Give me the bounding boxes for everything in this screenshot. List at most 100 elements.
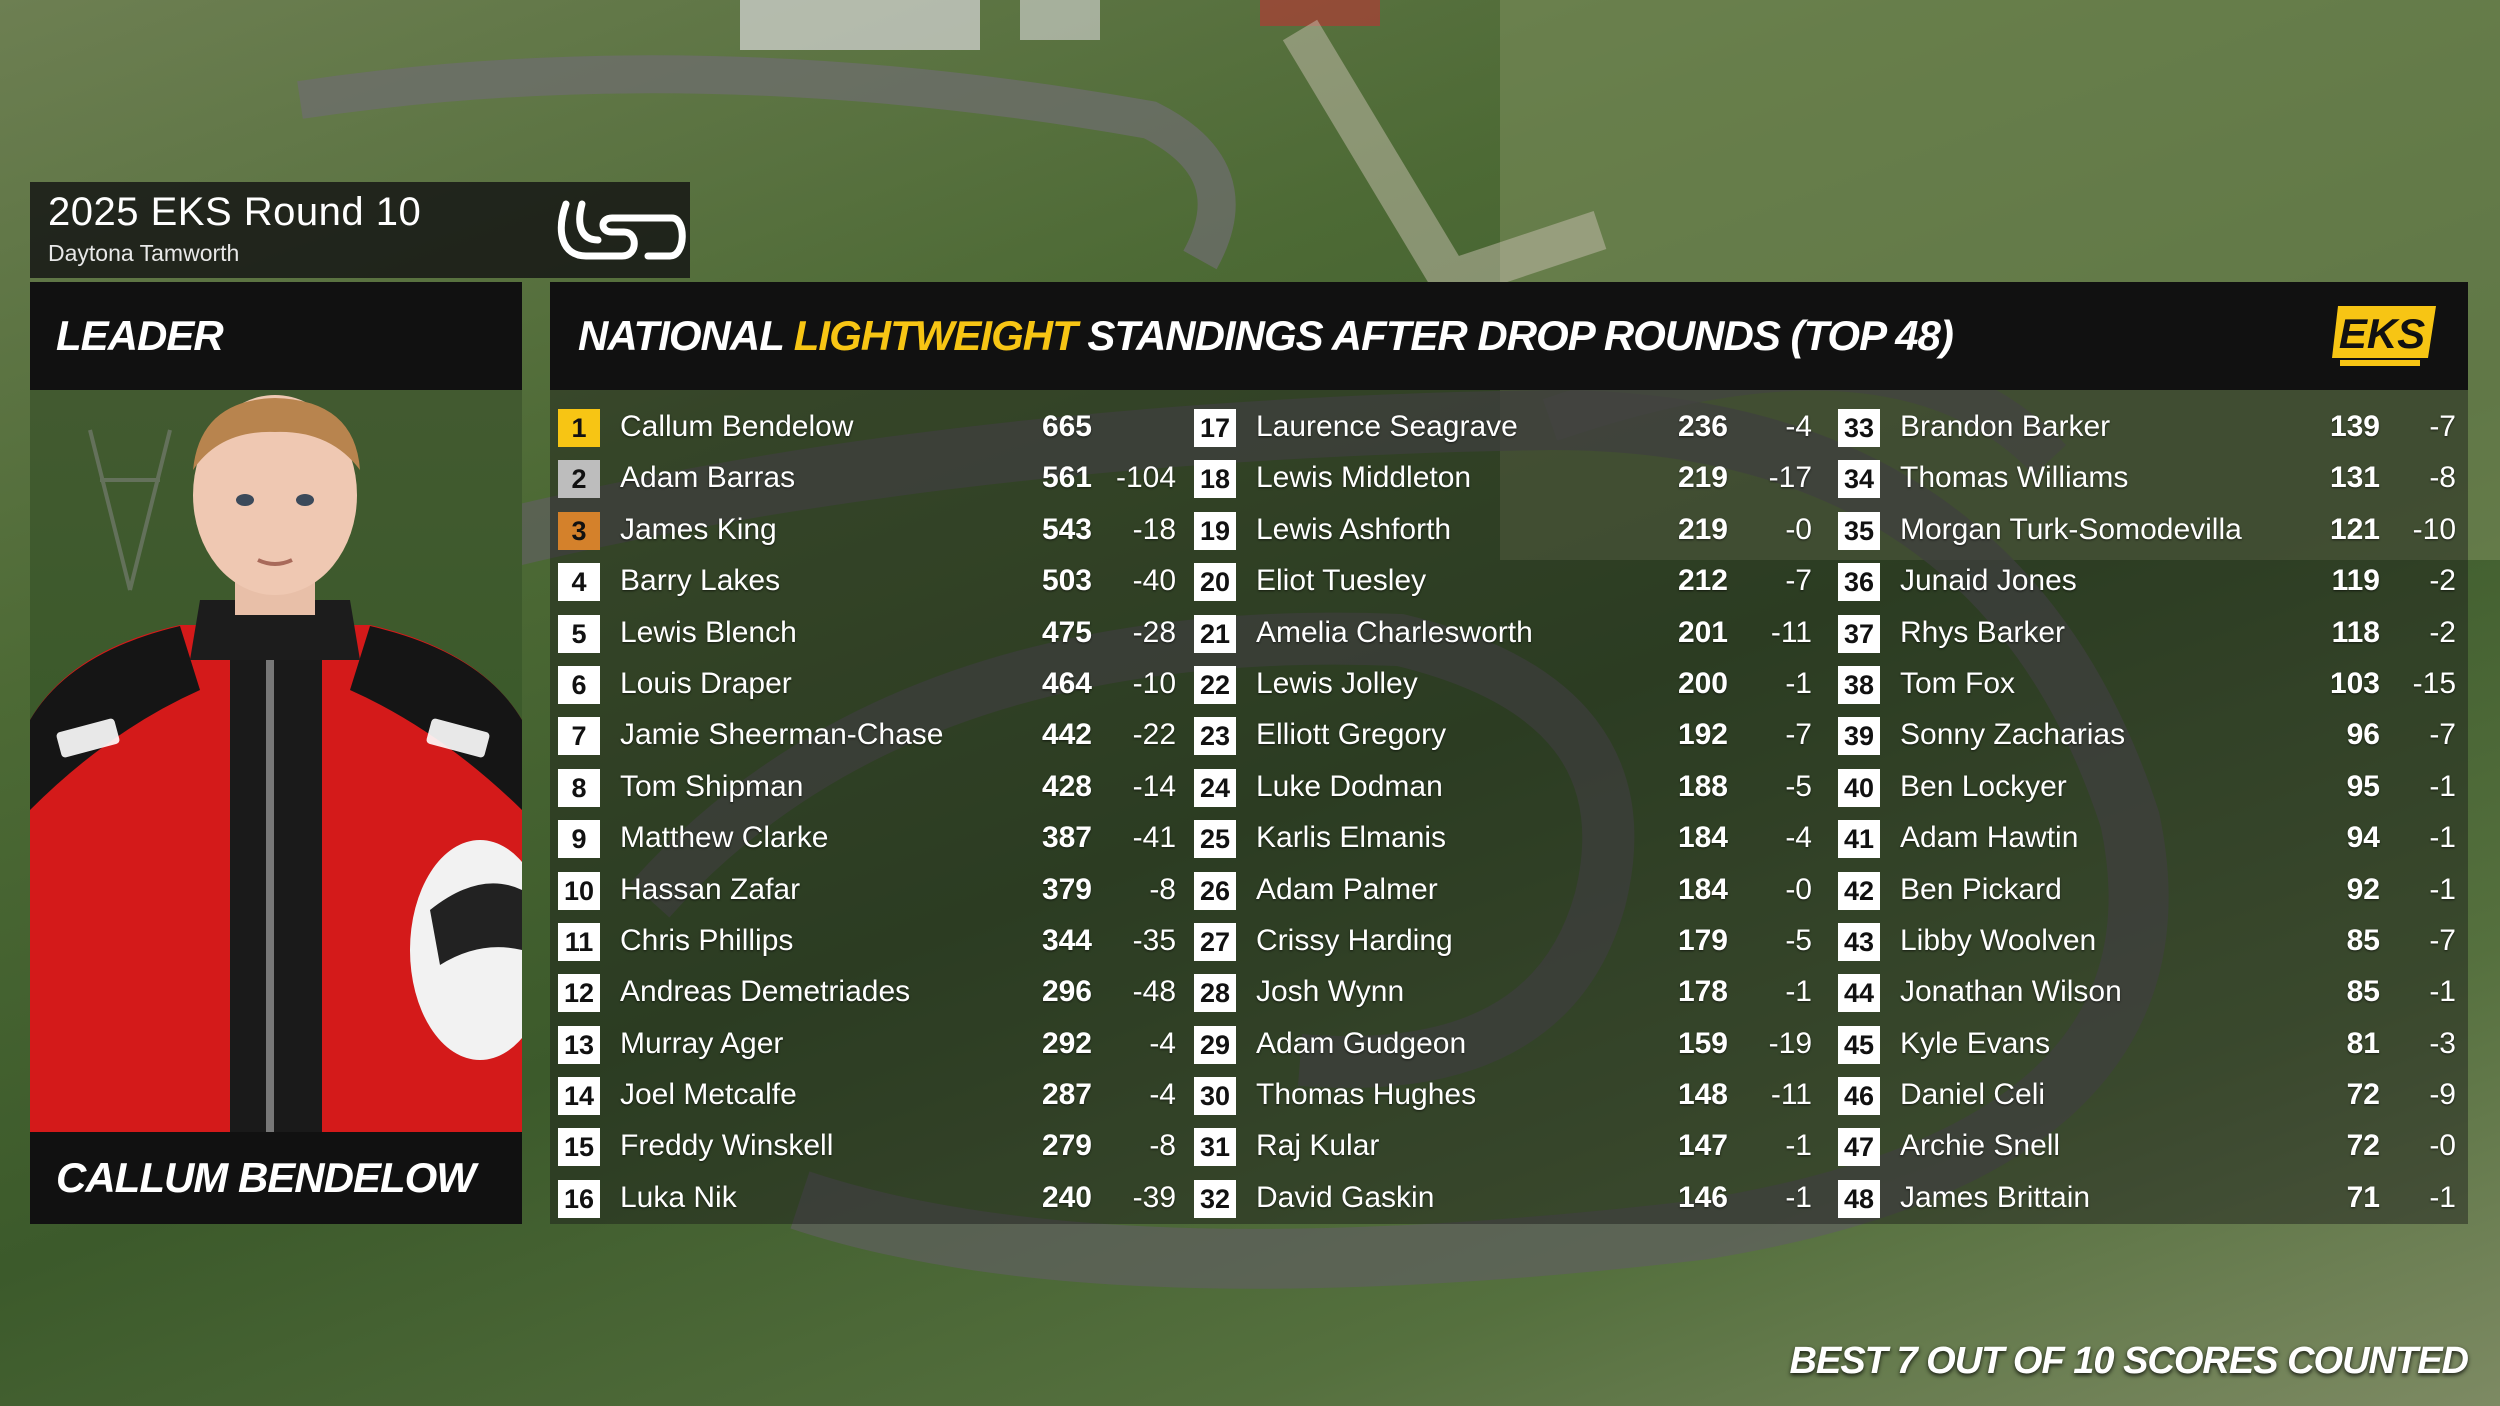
- position-badge: 38: [1838, 665, 1880, 704]
- driver-name: Libby Woolven: [1900, 923, 2097, 957]
- position-badge: 34: [1838, 460, 1880, 499]
- table-row: 37 Rhys Barker 118 -2: [1830, 608, 2460, 659]
- table-row: 25 Karlis Elmanis 184 -4: [1186, 813, 1816, 864]
- driver-points: 71: [2346, 1180, 2380, 1214]
- dropped-points: -8: [1149, 1129, 1176, 1163]
- table-row: 14 Joel Metcalfe 287 -4: [550, 1070, 1180, 1121]
- leader-name: CALLUM BENDELOW: [56, 1154, 476, 1201]
- title-part2: STANDINGS AFTER DROP ROUNDS (TOP 48): [1076, 312, 1954, 359]
- dropped-points: -48: [1132, 975, 1176, 1009]
- driver-name: Adam Hawtin: [1900, 821, 2079, 855]
- driver-name: Kyle Evans: [1900, 1026, 2051, 1060]
- dropped-points: -4: [1785, 410, 1812, 443]
- driver-name: Barry Lakes: [620, 564, 781, 598]
- driver-points: 387: [1041, 821, 1092, 855]
- dropped-points: -0: [2429, 1129, 2456, 1163]
- title-part1: NATIONAL: [578, 312, 794, 359]
- position-badge: 7: [558, 717, 600, 756]
- leader-name-box: CALLUM BENDELOW: [30, 1132, 522, 1224]
- dropped-points: -28: [1132, 615, 1176, 649]
- position-badge: 39: [1838, 717, 1880, 756]
- table-row: 2 Adam Barras 561 -104: [550, 453, 1180, 504]
- position-badge: 32: [1194, 1179, 1236, 1218]
- position-badge: 43: [1838, 922, 1880, 961]
- position-badge: 35: [1838, 511, 1880, 550]
- driver-name: Luka Nik: [620, 1180, 737, 1214]
- driver-name: Adam Gudgeon: [1256, 1026, 1467, 1060]
- dropped-points: -11: [1770, 1078, 1812, 1112]
- standings-title: NATIONAL LIGHTWEIGHT STANDINGS AFTER DRO…: [578, 312, 1954, 360]
- driver-name: Freddy Winskell: [620, 1129, 834, 1163]
- dropped-points: -1: [2429, 821, 2456, 855]
- position-badge: 21: [1194, 614, 1236, 653]
- driver-name: Jamie Sheerman-Chase: [620, 718, 944, 752]
- driver-points: 561: [1041, 461, 1092, 495]
- position-badge: 46: [1838, 1077, 1880, 1116]
- position-badge: 47: [1838, 1128, 1880, 1167]
- table-row: 1 Callum Bendelow 665: [550, 402, 1180, 453]
- position-badge: 14: [558, 1077, 600, 1116]
- driver-name: Tom Shipman: [620, 769, 804, 803]
- dropped-points: -2: [2429, 615, 2456, 649]
- driver-points: 279: [1041, 1129, 1092, 1163]
- table-row: 17 Laurence Seagrave 236 -4: [1186, 402, 1816, 453]
- driver-points: 503: [1041, 564, 1092, 598]
- driver-points: 159: [1677, 1026, 1728, 1060]
- title-highlight: LIGHTWEIGHT: [793, 312, 1078, 359]
- driver-points: 287: [1041, 1078, 1092, 1112]
- dropped-points: -1: [2429, 1180, 2456, 1214]
- dropped-points: -5: [1785, 923, 1812, 957]
- driver-points: 148: [1677, 1078, 1728, 1112]
- table-row: 4 Barry Lakes 503 -40: [550, 556, 1180, 607]
- driver-points: 192: [1677, 718, 1728, 752]
- table-row: 44 Jonathan Wilson 85 -1: [1830, 967, 2460, 1018]
- position-badge: 16: [558, 1179, 600, 1218]
- driver-points: 219: [1677, 461, 1728, 495]
- driver-name: Rhys Barker: [1900, 615, 2066, 649]
- table-row: 19 Lewis Ashforth 219 -0: [1186, 505, 1816, 556]
- table-row: 21 Amelia Charlesworth 201 -11: [1186, 608, 1816, 659]
- dropped-points: -18: [1132, 512, 1176, 546]
- dropped-points: -14: [1132, 769, 1176, 803]
- event-header: 2025 EKS Round 10 Daytona Tamworth: [30, 182, 690, 278]
- driver-points: 184: [1677, 872, 1728, 906]
- table-row: 34 Thomas Williams 131 -8: [1830, 453, 2460, 504]
- table-row: 15 Freddy Winskell 279 -8: [550, 1121, 1180, 1172]
- position-badge: 11: [558, 922, 600, 961]
- driver-points: 219: [1677, 512, 1728, 546]
- driver-points: 178: [1677, 975, 1728, 1009]
- position-badge: 5: [558, 614, 600, 653]
- table-row: 32 David Gaskin 146 -1: [1186, 1173, 1816, 1224]
- table-row: 36 Junaid Jones 119 -2: [1830, 556, 2460, 607]
- standings-column-2: 17 Laurence Seagrave 236 -4 18 Lewis Middleto…: [1186, 402, 1816, 1224]
- position-badge: 4: [558, 563, 600, 602]
- dropped-points: -2: [2429, 564, 2456, 598]
- driver-points: 96: [2346, 718, 2380, 752]
- table-row: 33 Brandon Barker 139 -7: [1830, 402, 2460, 453]
- position-badge: 45: [1838, 1025, 1880, 1064]
- dropped-points: -15: [2412, 666, 2456, 700]
- event-title: 2025 EKS Round 10: [48, 190, 422, 234]
- table-row: 23 Elliott Gregory 192 -7: [1186, 710, 1816, 761]
- position-badge: 26: [1194, 871, 1236, 910]
- driver-name: Thomas Hughes: [1256, 1078, 1477, 1112]
- table-row: 39 Sonny Zacharias 96 -7: [1830, 710, 2460, 761]
- table-row: 18 Lewis Middleton 219 -17: [1186, 453, 1816, 504]
- driver-name: Luke Dodman: [1256, 769, 1443, 803]
- table-row: 10 Hassan Zafar 379 -8: [550, 865, 1180, 916]
- dropped-points: -4: [1785, 821, 1812, 855]
- position-badge: 24: [1194, 768, 1236, 807]
- dropped-points: -19: [1768, 1026, 1812, 1060]
- driver-points: 201: [1677, 615, 1728, 649]
- driver-name: Josh Wynn: [1256, 975, 1405, 1009]
- dropped-points: -8: [1149, 872, 1176, 906]
- driver-name: Callum Bendelow: [620, 410, 854, 443]
- driver-name: James Brittain: [1900, 1180, 2091, 1214]
- position-badge: 1: [558, 409, 600, 447]
- table-row: 35 Morgan Turk-Somodevilla 121 -10: [1830, 505, 2460, 556]
- footer-note: BEST 7 OUT OF 10 SCORES COUNTED: [1789, 1340, 2469, 1382]
- table-row: 3 James King 543 -18: [550, 505, 1180, 556]
- table-row: 24 Luke Dodman 188 -5: [1186, 762, 1816, 813]
- driver-name: Ben Lockyer: [1900, 769, 2067, 803]
- table-row: 20 Eliot Tuesley 212 -7: [1186, 556, 1816, 607]
